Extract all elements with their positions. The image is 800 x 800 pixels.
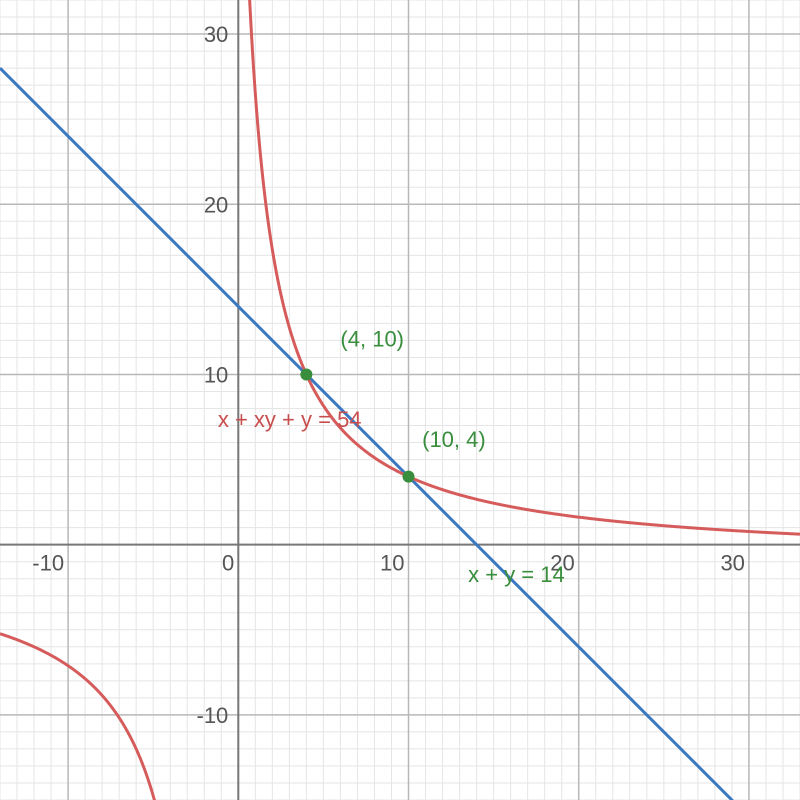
coordinate-plot: -100102030-10102030 x + y = 14x + xy + y… <box>0 0 800 800</box>
point-label: (4, 10) <box>340 327 404 352</box>
svg-text:30: 30 <box>720 551 744 576</box>
curves <box>0 0 800 800</box>
axes <box>0 0 800 800</box>
hyperbola-equation-label: x + xy + y = 54 <box>218 407 362 432</box>
grid-minor <box>0 0 800 800</box>
svg-text:-10: -10 <box>32 551 64 576</box>
svg-text:10: 10 <box>204 362 228 387</box>
intersection-point <box>403 471 415 483</box>
line-curve <box>0 68 800 800</box>
grid-major <box>0 0 800 800</box>
point-label: (10, 4) <box>422 427 486 452</box>
svg-text:20: 20 <box>204 192 228 217</box>
intersection-point <box>300 368 312 380</box>
svg-text:-10: -10 <box>197 703 229 728</box>
svg-text:10: 10 <box>380 551 404 576</box>
svg-text:0: 0 <box>222 551 234 576</box>
svg-text:30: 30 <box>204 22 228 47</box>
line-equation-label: x + y = 14 <box>468 562 565 587</box>
